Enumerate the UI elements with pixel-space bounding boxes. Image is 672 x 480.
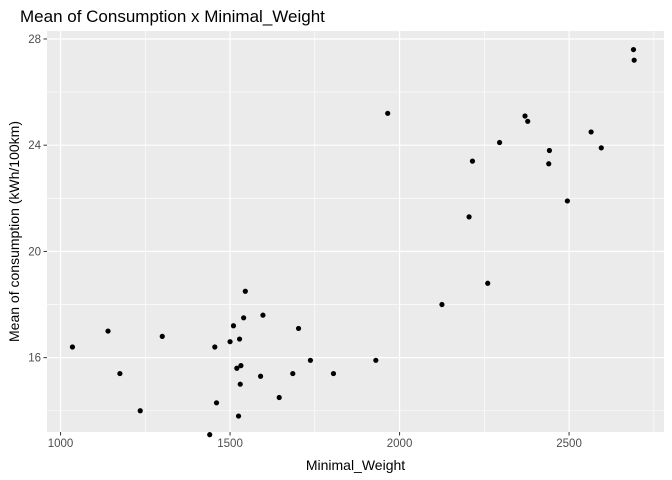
data-point [525,118,531,124]
data-point [295,325,302,332]
data-point [207,432,213,438]
data-point [237,381,243,387]
x-tick-label: 2000 [387,438,413,450]
data-points [69,46,637,438]
data-point [230,323,237,329]
data-point [469,158,476,164]
data-point [238,363,244,369]
x-tick-label: 1000 [48,438,74,450]
y-tick-label: 28 [28,34,41,46]
data-point [588,129,594,135]
data-point [439,301,445,308]
data-point [105,328,111,334]
data-point [630,46,637,53]
data-point [522,113,528,119]
y-axis-ticks: 16 20 24 28 [28,34,47,365]
data-point [546,161,552,167]
data-point [496,139,503,146]
chart-title: Mean of Consumption x Minimal_Weight [20,7,325,26]
data-point [373,357,379,363]
x-tick-label: 1500 [217,438,243,450]
data-point [466,214,472,220]
data-point [117,370,123,377]
data-point [137,408,143,414]
data-point [212,344,218,350]
x-axis-ticks: 1000 1500 2000 2500 [48,432,582,450]
data-point [213,400,220,406]
data-point [257,373,264,379]
y-tick-label: 20 [28,246,41,258]
data-point [227,339,233,345]
data-point [235,413,242,419]
data-point [234,365,240,371]
y-axis-label: Mean of consumption (kWh/100km) [6,121,22,342]
data-point [564,198,570,204]
data-point [236,336,243,342]
data-point [260,312,266,318]
data-point [307,357,314,363]
x-tick-label: 2500 [556,438,582,450]
plot-panel [47,31,664,432]
y-tick-label: 24 [28,140,41,152]
minor-grid [47,31,664,432]
data-point [546,147,553,154]
data-point [631,57,637,63]
data-point [290,370,296,377]
data-point [159,333,165,339]
y-tick-label: 16 [28,353,41,365]
major-grid [47,31,664,432]
data-point [241,315,247,321]
data-point [69,344,76,350]
data-point [598,145,604,151]
data-point [485,280,491,286]
x-axis-label: Minimal_Weight [306,457,405,473]
data-point [242,288,248,294]
data-point [330,370,337,377]
data-point [385,110,391,116]
data-point [276,394,282,401]
